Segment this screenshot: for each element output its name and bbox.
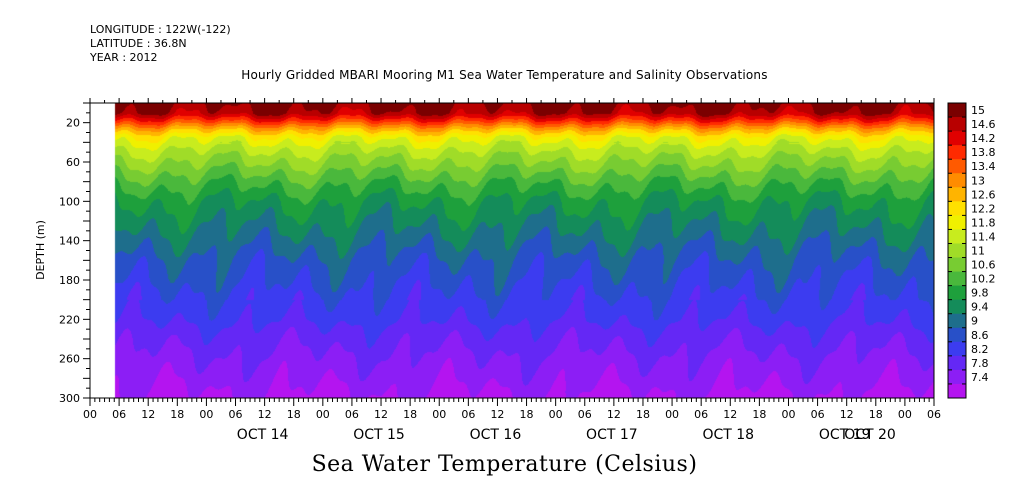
- x-tick-label: 12: [490, 408, 504, 421]
- x-tick-label: 18: [636, 408, 650, 421]
- y-tick-label: 60: [66, 156, 80, 169]
- x-tick-label: 06: [811, 408, 825, 421]
- colorbar-level-label: 8.2: [971, 343, 989, 356]
- x-tick-label: 12: [374, 408, 388, 421]
- colorbar-level-label: 7.8: [971, 357, 989, 370]
- colorbar-swatch: [948, 243, 966, 259]
- y-tick-label: 300: [59, 392, 80, 405]
- colorbar-swatch: [948, 159, 966, 174]
- colorbar-level-label: 10.6: [971, 259, 996, 272]
- temperature-field: [90, 103, 934, 398]
- colorbar-swatch: [948, 271, 966, 287]
- y-tick-label: 20: [66, 117, 80, 130]
- colorbar-level-label: 15: [971, 104, 985, 117]
- x-tick-label: 18: [287, 408, 301, 421]
- latitude-label: LATITUDE : 36.8N: [90, 37, 187, 50]
- colorbar-swatch: [948, 103, 966, 118]
- x-date-label: OCT 14: [237, 427, 289, 443]
- x-tick-label: 00: [432, 408, 446, 421]
- x-tick-label: 12: [723, 408, 737, 421]
- colorbar-level-label: 9: [971, 315, 978, 328]
- colorbar-level-label: 12.2: [971, 202, 996, 215]
- colorbar-swatch: [948, 327, 966, 343]
- y-tick-label: 260: [59, 353, 80, 366]
- x-tick-label: 18: [520, 408, 534, 421]
- colorbar-swatch: [948, 369, 966, 385]
- colorbar-variable-title: Sea Water Temperature (Celsius): [311, 452, 698, 477]
- x-tick-label: 18: [869, 408, 883, 421]
- chart-title: Hourly Gridded MBARI Mooring M1 Sea Wate…: [241, 68, 768, 82]
- colorbar-swatch: [948, 187, 966, 202]
- x-tick-label: 06: [345, 408, 359, 421]
- x-date-label: OCT 20: [844, 427, 896, 443]
- x-date-label: OCT 18: [702, 427, 754, 443]
- colorbar-swatch: [948, 173, 966, 188]
- colorbar-level-label: 11.4: [971, 230, 996, 243]
- x-tick-label: 12: [141, 408, 155, 421]
- colorbar-swatch: [948, 145, 966, 160]
- year-label: YEAR : 2012: [90, 51, 158, 64]
- colorbar-swatch: [948, 131, 966, 146]
- colorbar-swatch: [948, 313, 966, 329]
- colorbar-swatch: [948, 355, 966, 371]
- x-axis: 00 06 12 18 00 06 12 18 00 06 12 18 00 06 12 18 00 06 12 18…: [83, 98, 941, 443]
- longitude-label: LONGITUDE : 122W(-122): [90, 23, 231, 36]
- colorbar-level-label: 9.8: [971, 287, 989, 300]
- x-tick-label: 00: [316, 408, 330, 421]
- x-tick-label: 00: [898, 408, 912, 421]
- y-tick-label: 140: [59, 235, 80, 248]
- colorbar: 1514.614.213.813.41312.612.211.811.41110…: [947, 102, 996, 399]
- colorbar-level-label: 8.6: [971, 329, 989, 342]
- x-tick-label: 06: [578, 408, 592, 421]
- x-tick-label: 12: [258, 408, 272, 421]
- y-tick-label: 100: [59, 195, 80, 208]
- x-tick-label: 18: [170, 408, 184, 421]
- colorbar-level-label: 13.8: [971, 146, 996, 159]
- x-tick-label: 00: [83, 408, 97, 421]
- colorbar-level-label: 13.4: [971, 160, 996, 173]
- y-axis: 20 60 100 140 180 220 260 300: [59, 102, 90, 405]
- colorbar-swatch: [948, 341, 966, 357]
- x-tick-label: 00: [549, 408, 563, 421]
- x-tick-label: 12: [607, 408, 621, 421]
- colorbar-swatch: [948, 229, 966, 244]
- colorbar-level-label: 14.2: [971, 132, 996, 145]
- colorbar-swatch: [948, 299, 966, 315]
- x-date-label: OCT 17: [586, 427, 638, 443]
- x-date-label: OCT 15: [353, 427, 405, 443]
- colorbar-level-label: 14.6: [971, 118, 996, 131]
- colorbar-swatch: [948, 383, 966, 399]
- colorbar-level-label: 13: [971, 174, 985, 187]
- x-tick-label: 06: [461, 408, 475, 421]
- y-tick-label: 180: [59, 274, 80, 287]
- x-tick-label: 00: [665, 408, 679, 421]
- colorbar-level-label: 11.8: [971, 216, 996, 229]
- x-tick-label: 18: [752, 408, 766, 421]
- x-tick-label: 12: [840, 408, 854, 421]
- x-date-label: OCT 16: [470, 427, 522, 443]
- colorbar-swatch: [948, 201, 966, 216]
- colorbar-level-label: 7.4: [971, 371, 989, 384]
- x-tick-label: 06: [229, 408, 243, 421]
- y-axis-label: DEPTH (m): [34, 220, 47, 280]
- colorbar-level-label: 10.2: [971, 273, 996, 286]
- colorbar-swatch: [948, 215, 966, 230]
- colorbar-swatch: [948, 285, 966, 301]
- colorbar-level-label: 11: [971, 245, 985, 258]
- x-tick-label: 06: [927, 408, 941, 421]
- x-tick-label: 06: [112, 408, 126, 421]
- x-tick-label: 18: [403, 408, 417, 421]
- colorbar-swatch: [948, 257, 966, 273]
- colorbar-level-label: 12.6: [971, 188, 996, 201]
- x-tick-label: 00: [199, 408, 213, 421]
- colorbar-level-label: 9.4: [971, 301, 989, 314]
- x-tick-label: 06: [694, 408, 708, 421]
- y-tick-label: 220: [59, 313, 80, 326]
- colorbar-swatch: [948, 117, 966, 132]
- x-date-label: OCT 19: [819, 427, 871, 443]
- x-tick-label: 00: [781, 408, 795, 421]
